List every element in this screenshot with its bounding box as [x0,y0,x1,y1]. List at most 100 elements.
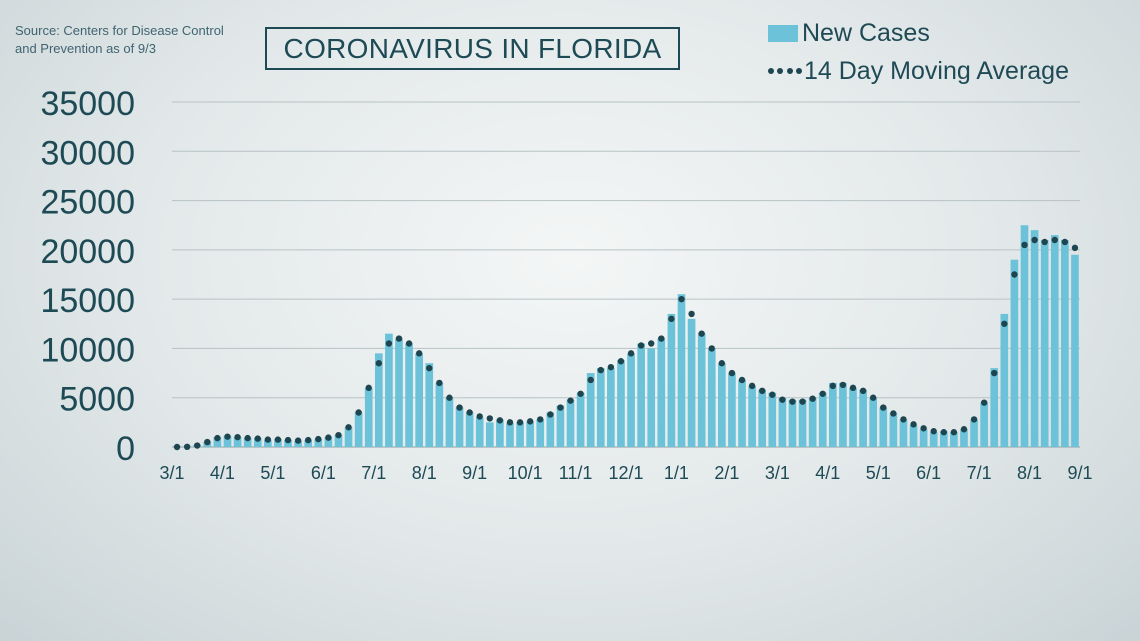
case-bar [526,421,534,447]
x-tick-label: 7/1 [967,463,992,483]
moving-average-point [1071,244,1079,252]
case-bar [475,417,484,447]
case-bar [213,437,222,447]
case-bar [284,440,292,447]
moving-average-point [839,381,847,389]
moving-average-point [315,435,322,443]
moving-average-point [648,340,655,347]
moving-average-point [486,415,493,422]
case-bar [718,363,726,447]
source-note: Source: Centers for Disease Control and … [15,23,224,56]
case-bar [314,439,323,447]
case-bar [1020,225,1029,447]
case-bar [566,399,575,447]
case-bar [385,333,393,447]
moving-average-point [738,376,746,384]
case-bar [354,412,363,447]
moving-average-point [587,376,594,384]
y-tick-label: 5000 [59,381,135,419]
case-bar [748,385,756,447]
y-tick-label: 30000 [40,134,135,172]
moving-average-point [920,425,927,432]
case-bar [828,382,837,447]
legend-dots-swatch [768,63,802,80]
case-bar [970,419,978,447]
case-bar [1040,240,1049,447]
moving-average-point [284,436,292,444]
moving-average-point [577,390,584,397]
x-tick-label: 3/1 [765,463,790,483]
case-bar [667,313,676,447]
moving-average-point [769,391,776,398]
case-bar [677,294,686,447]
moving-average-point [183,443,191,451]
moving-average-point [415,350,423,357]
case-bar [1071,254,1079,447]
moving-average-point [264,436,272,443]
moving-average-point [890,410,897,417]
case-bar [516,422,524,447]
moving-average-point [234,433,241,441]
case-bar [536,419,545,447]
case-bar [415,353,424,447]
x-tick-label: 8/1 [1017,463,1042,483]
moving-average-point [506,419,514,426]
case-bar [546,412,555,447]
moving-average-point [395,335,403,342]
y-tick-label: 10000 [40,331,135,369]
case-bar [798,399,807,447]
legend-bar-swatch [768,24,798,42]
case-bar [929,432,938,447]
moving-average-point [305,436,312,444]
moving-average-point [668,315,675,323]
case-bar [738,379,746,447]
x-tick-label: 7/1 [361,463,386,483]
case-bar [859,389,867,447]
case-bar [687,318,696,447]
x-tick-label: 12/1 [608,463,643,483]
moving-average-point [960,426,968,433]
case-bar [758,389,767,447]
moving-average-point [1041,238,1048,246]
moving-average-point [849,384,857,392]
moving-average-point [1001,320,1008,327]
moving-average-point [970,416,978,423]
moving-average-point [1021,241,1028,249]
moving-average-point [274,436,282,443]
moving-average-point [1061,238,1069,246]
case-bar [264,440,272,447]
moving-average-point [547,411,554,418]
moving-average-point [617,358,625,365]
moving-average-point [1031,236,1038,244]
moving-average-point [678,295,685,303]
case-bar [576,392,585,447]
moving-average-point [869,394,877,401]
y-tick-label: 15000 [40,282,135,320]
case-bar [839,382,847,447]
moving-average-point [748,382,756,390]
moving-average-point [436,379,443,387]
moving-average-point [355,409,362,416]
moving-average-point [294,437,302,444]
case-bar [596,368,605,447]
moving-average-point [526,418,534,425]
moving-average-point [254,435,261,442]
case-bar [617,360,625,447]
moving-average-point [859,387,867,395]
moving-average-point [910,421,917,428]
moving-average-point [476,413,483,420]
legend-item-moving-average: 14 Day Moving Average [768,52,1069,90]
moving-average-point [718,360,726,367]
case-bar [909,425,918,447]
moving-average-point [204,438,211,446]
case-bar [1010,259,1019,447]
case-bar [889,413,898,447]
case-bar [980,402,988,447]
legend-label-new-cases: New Cases [802,18,930,47]
moving-average-point [426,364,433,372]
x-tick-label: 11/1 [559,463,593,483]
case-bar [960,429,968,447]
moving-average-point [1011,271,1018,278]
case-bar [435,382,444,447]
